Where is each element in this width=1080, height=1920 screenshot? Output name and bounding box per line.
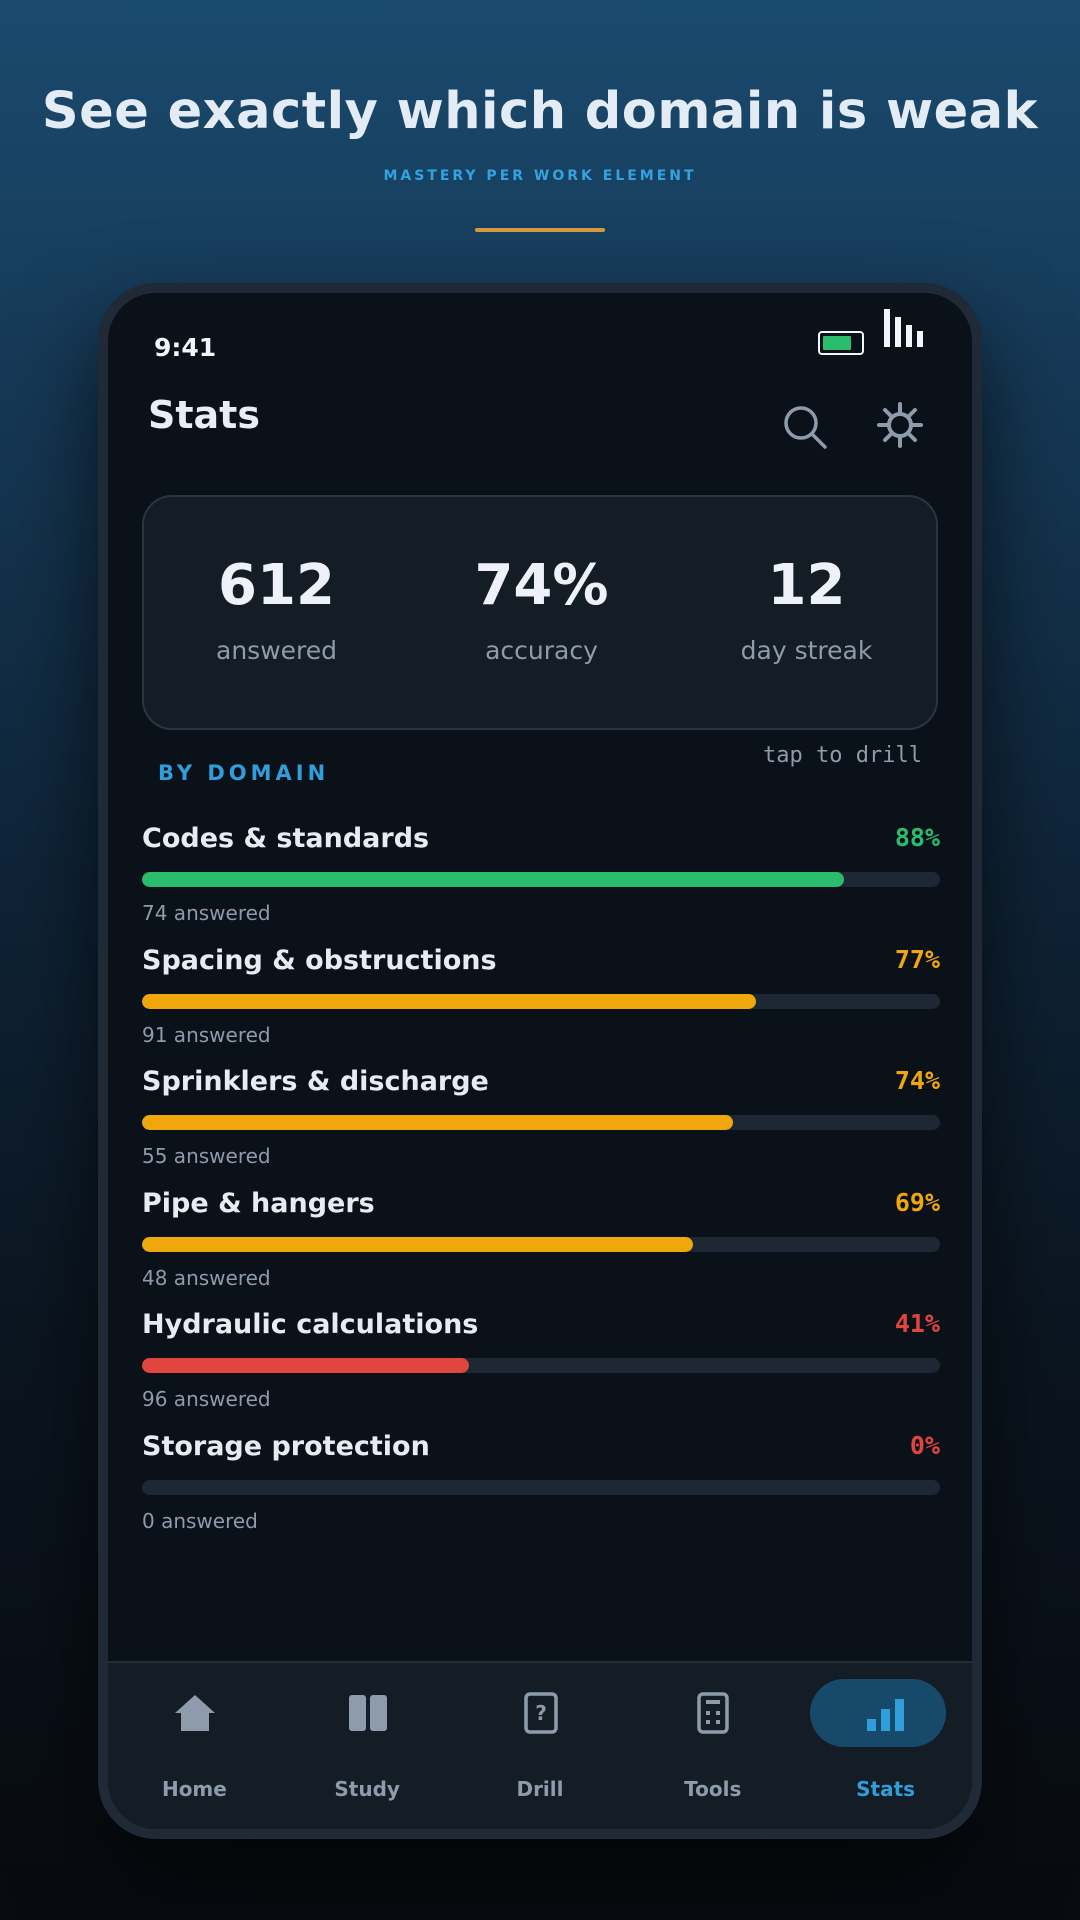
stat-label: day streak xyxy=(740,636,873,665)
active-tab-indicator xyxy=(810,1679,947,1747)
stat-value: 612 xyxy=(218,553,335,618)
tab-tools[interactable]: Tools xyxy=(626,1663,799,1829)
domain-percent: 88% xyxy=(894,823,940,852)
gear-icon[interactable] xyxy=(876,401,924,449)
domain-answered-count: 48 answered xyxy=(142,1265,271,1290)
mastery-bar-fill xyxy=(142,1115,733,1131)
book-icon xyxy=(348,1695,387,1731)
domain-name: Pipe & hangers xyxy=(142,1187,375,1219)
domain-name: Sprinklers & discharge xyxy=(142,1066,489,1098)
domain-name: Hydraulic calculations xyxy=(142,1309,479,1341)
battery-level xyxy=(823,336,852,350)
stat-label: accuracy xyxy=(485,636,598,665)
domain-answered-count: 96 answered xyxy=(142,1387,271,1412)
tab-label: Home xyxy=(161,1777,227,1801)
mastery-bar-fill xyxy=(142,1236,693,1252)
battery-icon xyxy=(818,331,864,355)
domain-percent: 77% xyxy=(894,944,940,974)
tab-study[interactable]: Study xyxy=(281,1663,454,1829)
tab-label: Tools xyxy=(684,1777,742,1801)
signal-bars-icon xyxy=(884,309,923,347)
status-time: 9:41 xyxy=(154,333,217,362)
tab-label: Drill xyxy=(516,1777,564,1801)
section-label: BY DOMAIN xyxy=(158,761,330,785)
stat-value: 12 xyxy=(767,553,846,618)
section-hint: tap to drill xyxy=(763,743,922,768)
domain-row[interactable]: Spacing & obstructions 77% 91 answered xyxy=(142,945,940,1067)
bottom-tab-bar: Home Study ? Drill xyxy=(108,1661,972,1829)
bar-chart-icon xyxy=(867,1699,905,1731)
domain-row[interactable]: Codes & standards 88% 74 answered xyxy=(142,823,940,945)
tab-stats[interactable]: Stats xyxy=(799,1663,972,1829)
domain-percent: 74% xyxy=(894,1066,940,1096)
search-icon[interactable] xyxy=(781,403,829,451)
domain-list: Codes & standards 88% 74 answered Spacin… xyxy=(142,823,940,1553)
mastery-bar-fill xyxy=(142,993,757,1009)
stat-answered: 612 answered xyxy=(144,497,409,665)
domain-row[interactable]: Pipe & hangers 69% 48 answered xyxy=(142,1188,940,1310)
domain-answered-count: 0 answered xyxy=(142,1508,258,1533)
hero-title: See exactly which domain is weak xyxy=(41,82,1039,141)
tab-home[interactable]: Home xyxy=(108,1663,281,1829)
svg-text:?: ? xyxy=(535,1701,547,1725)
mastery-bar-track xyxy=(142,993,940,1009)
domain-row[interactable]: Sprinklers & discharge 74% 55 answered xyxy=(142,1066,940,1188)
home-icon xyxy=(175,1695,215,1731)
mastery-bar-track xyxy=(142,1236,940,1252)
hero-divider xyxy=(475,228,605,232)
mastery-bar-track xyxy=(142,1358,940,1374)
tab-label: Stats xyxy=(856,1777,916,1801)
tab-drill[interactable]: ? Drill xyxy=(454,1663,627,1829)
mastery-bar-fill xyxy=(142,872,845,887)
mastery-bar-track xyxy=(142,1479,940,1495)
domain-percent: 69% xyxy=(894,1187,940,1217)
domain-answered-count: 55 answered xyxy=(142,1144,271,1169)
domain-answered-count: 74 answered xyxy=(142,901,271,925)
stat-label: answered xyxy=(216,636,337,665)
stat-streak: 12 day streak xyxy=(674,497,939,665)
domain-name: Codes & standards xyxy=(142,823,430,854)
mastery-bar-fill xyxy=(142,1358,470,1374)
app-screen: 9:41 Stats xyxy=(108,293,972,1829)
domain-name: Storage protection xyxy=(142,1430,430,1462)
page-title: Stats xyxy=(148,393,260,437)
calculator-icon xyxy=(697,1692,730,1734)
domain-name: Spacing & obstructions xyxy=(142,944,497,976)
stat-value: 74% xyxy=(474,553,609,618)
phone-frame: 9:41 Stats xyxy=(98,283,982,1839)
question-card-icon: ? xyxy=(523,1692,558,1734)
mastery-bar-track xyxy=(142,872,940,887)
domain-row[interactable]: Storage protection 0% 0 answered xyxy=(142,1431,940,1553)
hero-subtitle: MASTERY PER WORK ELEMENT xyxy=(383,168,697,184)
tab-label: Study xyxy=(334,1777,400,1801)
domain-answered-count: 91 answered xyxy=(142,1022,271,1047)
domain-row[interactable]: Hydraulic calculations 41% 96 answered xyxy=(142,1309,940,1431)
domain-percent: 0% xyxy=(909,1430,940,1460)
stat-accuracy: 74% accuracy xyxy=(409,497,674,665)
mastery-bar-track xyxy=(142,1115,940,1131)
domain-percent: 41% xyxy=(894,1309,940,1339)
summary-card: 612 answered 74% accuracy 12 day streak xyxy=(142,495,938,730)
